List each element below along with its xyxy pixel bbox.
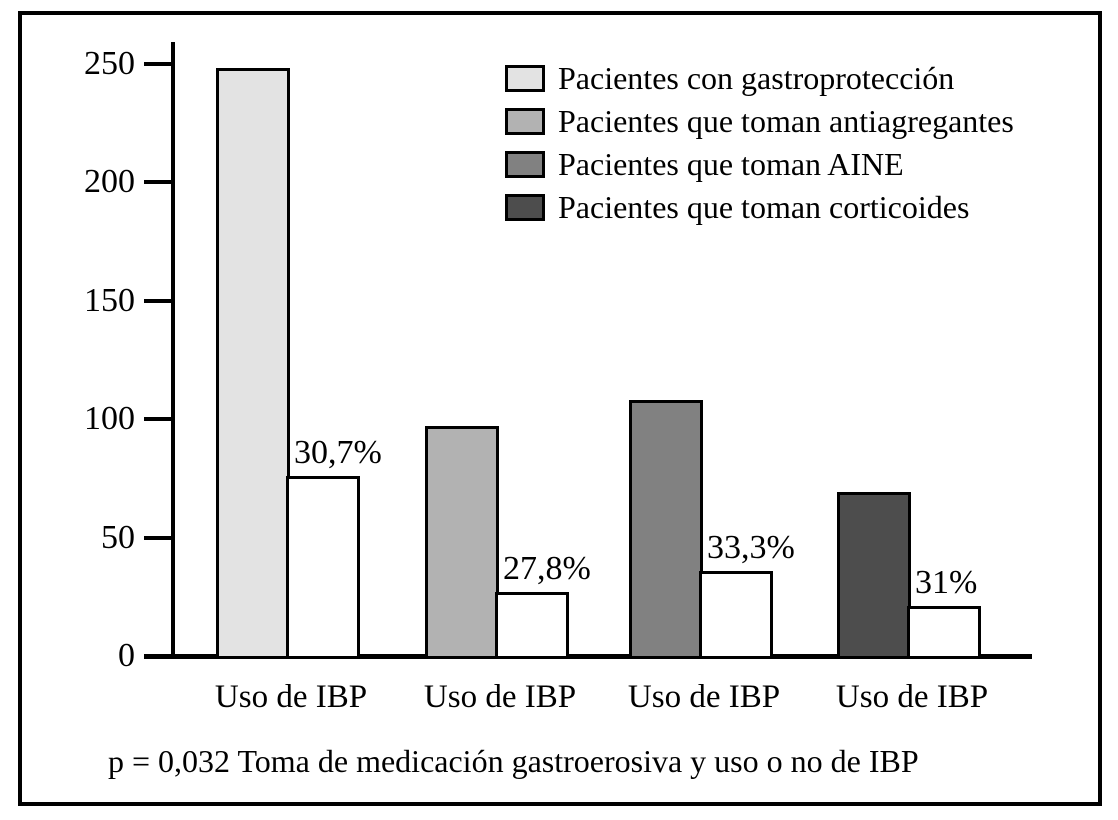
legend-label: Pacientes que toman corticoides: [558, 189, 970, 225]
x-axis: [144, 654, 1032, 659]
bar-total-patients: [216, 68, 290, 656]
bar-total-patients: [629, 400, 703, 656]
legend-swatch: [505, 151, 545, 178]
bar-total-patients: [837, 492, 911, 656]
y-axis: [171, 42, 175, 659]
x-axis-category-label: Uso de IBP: [214, 679, 368, 715]
pct-label: 27,8%: [503, 550, 591, 587]
y-axis-tick-label: 250: [84, 44, 135, 82]
legend-label: Pacientes con gastroprotección: [558, 60, 955, 96]
bar-total-patients: [425, 426, 499, 656]
y-axis-tick: [144, 535, 173, 540]
x-axis-category-label: Uso de IBP: [835, 679, 989, 715]
y-axis-tick-label: 150: [84, 281, 135, 319]
x-axis-category-label: Uso de IBP: [423, 679, 577, 715]
y-axis-tick: [144, 654, 173, 658]
pct-label: 33,3%: [707, 528, 795, 566]
bar-ibp-use: [495, 592, 569, 656]
legend-label: Pacientes que toman AINE: [558, 146, 904, 182]
legend-swatch: [505, 65, 545, 92]
y-axis-tick: [144, 298, 173, 303]
bar-ibp-use: [699, 570, 773, 656]
y-axis-tick: [144, 417, 173, 421]
y-axis-tick: [144, 180, 173, 184]
y-axis-tick-label: 200: [84, 163, 135, 200]
legend-label: Pacientes que toman antiagregantes: [558, 103, 1014, 139]
legend-swatch: [505, 194, 545, 221]
pct-label: 31%: [915, 564, 978, 602]
figure-border: [18, 11, 1102, 806]
bar-ibp-use: [907, 606, 981, 656]
y-axis-tick-label: 0: [118, 637, 135, 674]
y-axis-tick: [144, 61, 173, 66]
y-axis-tick-label: 100: [84, 400, 135, 437]
y-axis-tick-label: 50: [101, 518, 135, 556]
caption-text: p = 0,032 Toma de medicación gastroerosi…: [108, 743, 919, 779]
x-axis-category-label: Uso de IBP: [627, 679, 781, 715]
pct-label: 30,7%: [294, 433, 382, 471]
bar-ibp-use: [286, 475, 360, 656]
legend-swatch: [505, 108, 545, 135]
